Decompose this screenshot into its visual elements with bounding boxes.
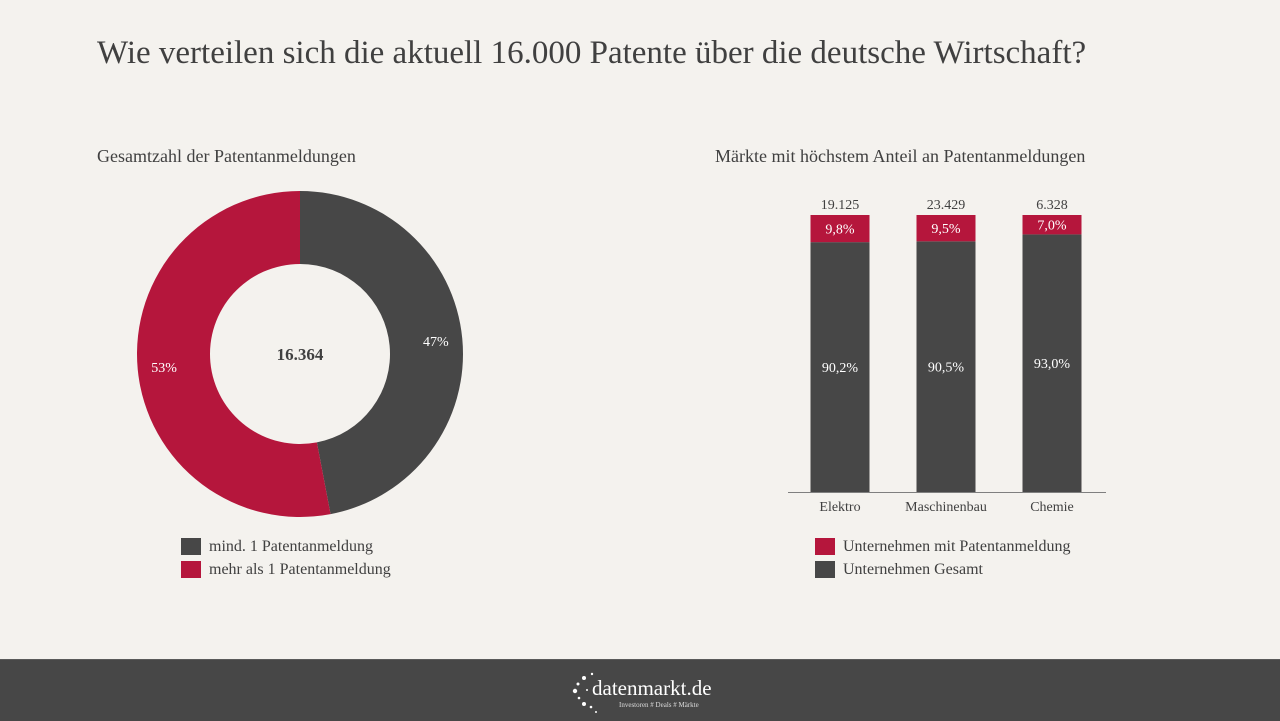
legend-item: mehr als 1 Patentanmeldung — [181, 558, 391, 581]
logo-name: datenmarkt.de — [592, 676, 712, 700]
legend-swatch-dark — [815, 561, 835, 578]
bar-segment-total — [916, 241, 976, 492]
legend-swatch-red — [815, 538, 835, 555]
legend-item: Unternehmen mit Patentanmeldung — [815, 535, 1071, 558]
donut-center-label: 16.364 — [277, 345, 324, 364]
bar-total-label: 19.125 — [821, 198, 860, 213]
bar-total-label: 6.328 — [1036, 198, 1068, 213]
legend-label: Unternehmen Gesamt — [843, 560, 983, 578]
bar-segment-total — [810, 242, 870, 492]
legend-swatch-red — [181, 561, 201, 578]
stacked-bar-chart: 90,2% 9,8% 19.125 Elektro 90,5% 9,5% 23.429 Mas… — [788, 198, 1106, 515]
slice-label: 47% — [423, 335, 449, 350]
donut-chart-subtitle: Gesamtzahl der Patentanmeldungen — [97, 146, 356, 166]
donut-legend: mind. 1 Patentanmeldung mehr als 1 Paten… — [181, 535, 391, 581]
bar-value-label: 90,5% — [928, 361, 965, 376]
legend-label: mind. 1 Patentanmeldung — [209, 537, 373, 555]
bar-legend: Unternehmen mit Patentanmeldung Unterneh… — [815, 535, 1071, 581]
legend-item: mind. 1 Patentanmeldung — [181, 535, 391, 558]
bar-value-label: 9,8% — [825, 223, 855, 238]
bar-total-label: 23.429 — [927, 198, 966, 213]
legend-label: mehr als 1 Patentanmeldung — [209, 560, 391, 578]
slice-label: 53% — [151, 361, 177, 376]
bar-value-label: 7,0% — [1037, 219, 1067, 234]
bar-segment-total — [1022, 234, 1082, 492]
bar-chart-subtitle: Märkte mit höchstem Anteil an Patentanme… — [715, 146, 1086, 166]
bar-value-label: 93,0% — [1034, 357, 1071, 372]
donut-chart: 47% 53% 16.364 — [136, 191, 463, 518]
legend-swatch-dark — [181, 538, 201, 555]
logo-tagline: Investoren # Deals # Märkte — [619, 701, 699, 709]
donut-slice — [300, 191, 463, 515]
legend-item: Unternehmen Gesamt — [815, 558, 1071, 581]
datenmarkt-logo[interactable]: datenmarkt.de Investoren # Deals # Märkt… — [572, 668, 722, 716]
legend-label: Unternehmen mit Patentanmeldung — [843, 537, 1071, 555]
bar-segment-patent — [1022, 215, 1082, 235]
category-label: Chemie — [1030, 500, 1074, 515]
page-title: Wie verteilen sich die aktuell 16.000 Pa… — [97, 35, 1087, 71]
bar-value-label: 9,5% — [931, 222, 961, 237]
category-label: Elektro — [819, 500, 860, 515]
bar-segment-patent — [810, 215, 870, 243]
footer-bar: datenmarkt.de Investoren # Deals # Märkt… — [0, 659, 1280, 721]
category-label: Maschinenbau — [905, 500, 987, 515]
bar-segment-patent — [916, 215, 976, 242]
donut-slice — [136, 191, 331, 518]
dots-icon — [572, 672, 597, 713]
bar-value-label: 90,2% — [822, 361, 859, 376]
chart-canvas: 47% 53% 16.364 90,2% 9,8% 19.125 Elektro 90,5%… — [136, 191, 1106, 518]
